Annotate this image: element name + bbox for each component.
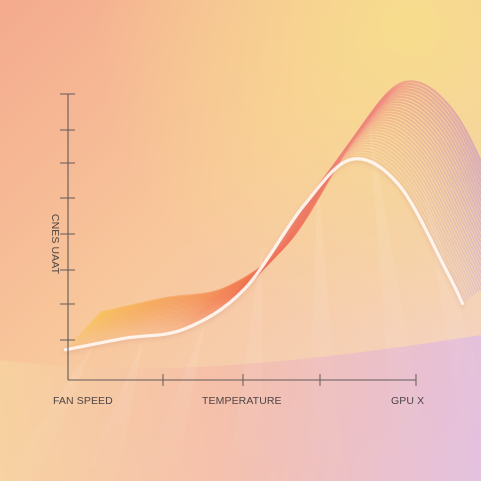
x-tick-label-temperature: TEMPERATURE [202, 395, 282, 407]
x-ticks [162, 374, 417, 386]
light-ray [227, 248, 263, 481]
ridge-line [63, 157, 464, 352]
y-ticks [60, 93, 75, 341]
light-ray [2, 343, 94, 481]
x-tick-label-fan-speed: FAN SPEED [53, 395, 113, 407]
x-tick-label-gpu-x: GPU X [391, 395, 424, 407]
light-ray [307, 178, 343, 481]
light-ray [368, 112, 432, 481]
light-ray [82, 340, 143, 481]
ridge-layer [2, 80, 481, 481]
light-ray [140, 322, 205, 481]
y-axis-label: CNES UAAT [49, 214, 61, 275]
